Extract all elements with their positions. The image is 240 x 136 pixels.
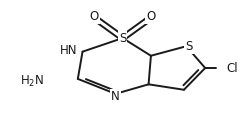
Text: Cl: Cl bbox=[226, 61, 238, 75]
Text: H$_2$N: H$_2$N bbox=[20, 74, 44, 89]
Text: HN: HN bbox=[60, 44, 77, 57]
Text: N: N bbox=[111, 90, 120, 103]
Text: O: O bbox=[146, 10, 156, 23]
Text: S: S bbox=[185, 40, 192, 53]
Text: O: O bbox=[90, 10, 99, 23]
Text: S: S bbox=[119, 32, 126, 45]
